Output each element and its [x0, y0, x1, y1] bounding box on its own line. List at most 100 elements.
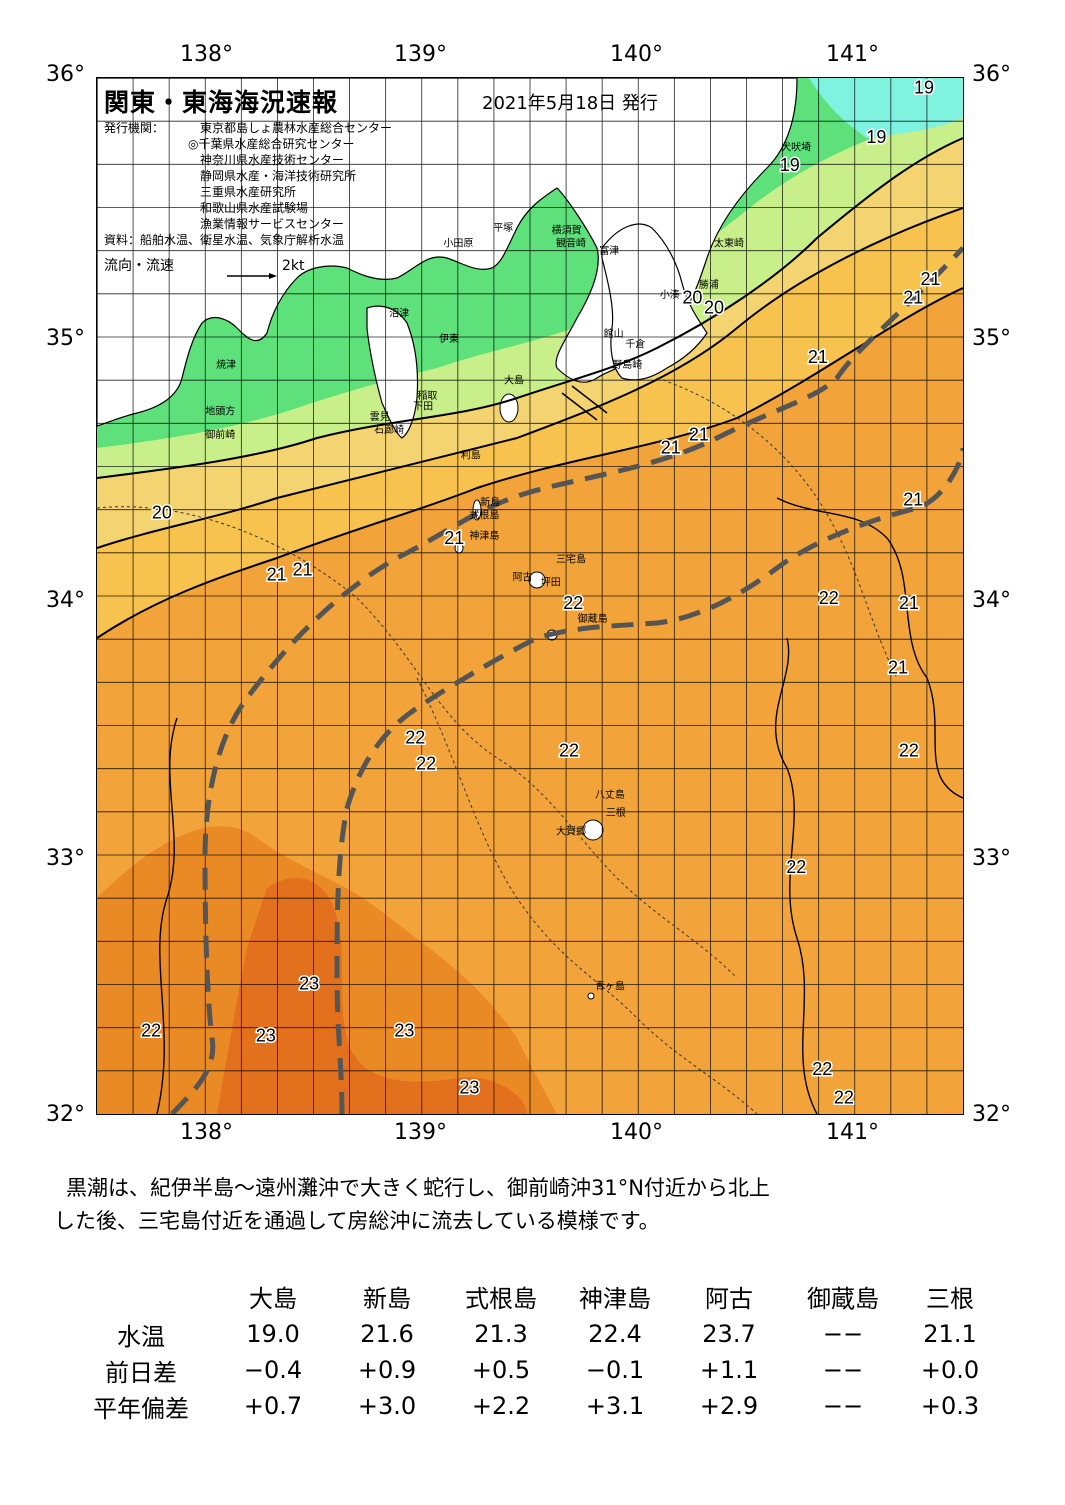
data-source: 資料：船舶水温、衛星水温、気象庁解析水温 — [104, 233, 345, 247]
table-cell: +2.2 — [471, 1392, 531, 1420]
sea-temperature-map: 犬吠埼 太東崎 勝浦 小湊 富津 横須賀 観音崎 平塚 小田原 館山 千倉 野島崎 沼津 伊東 大島 稲取 下田… — [96, 77, 964, 1115]
place-label: 御前崎 — [205, 428, 235, 441]
lon-label-138: 138° — [180, 42, 233, 67]
table-cell: 19.0 — [246, 1320, 300, 1348]
place-label: 御蔵島 — [578, 612, 608, 625]
place-label: 阿古 — [513, 570, 533, 583]
table-cell: −− — [822, 1320, 864, 1348]
temperature-label: 21 — [661, 438, 681, 458]
publisher-item: 神奈川県水産技術センター — [200, 153, 345, 167]
station-header: 神津島 — [579, 1284, 651, 1313]
place-label: 地頭方 — [205, 405, 235, 418]
temperature-label: 21 — [444, 528, 464, 548]
table-cell: −− — [822, 1356, 864, 1384]
table-header-row: 大島 新島 式根島 神津島 阿古 御蔵島 三根 — [66, 1276, 1000, 1316]
summary-line-2: した後、三宅島付近を通過して房総沖に流去している模様です。 — [54, 1209, 660, 1233]
place-label: 伊東 — [439, 332, 459, 345]
table-corner — [66, 1276, 216, 1316]
isotherm-line — [776, 497, 963, 799]
place-label: 観音崎 — [556, 236, 586, 249]
table-row: 平年偏差 +0.7 +3.0 +2.2 +3.1 +2.9 −− +0.3 — [66, 1388, 1000, 1424]
temperature-label: 22 — [834, 1088, 854, 1108]
legend-speed-label: 2kt — [282, 258, 305, 274]
place-label: 小湊 — [660, 288, 680, 301]
table-cell: 21.3 — [474, 1320, 528, 1348]
table-cell: 21.1 — [923, 1320, 977, 1348]
temperature-label: 23 — [256, 1025, 276, 1045]
table-cell: +3.1 — [585, 1392, 645, 1420]
depth-contour — [97, 506, 738, 979]
lat-label-36: 36° — [46, 62, 85, 87]
temperature-label: 19 — [914, 78, 934, 98]
land-boso — [601, 223, 708, 381]
flow-arrow — [561, 392, 598, 421]
temperature-label: 20 — [704, 298, 724, 318]
publisher-item: 三重県水産研究所 — [200, 185, 297, 199]
isotherm-line — [156, 717, 178, 1114]
island-aogashima — [587, 992, 595, 1000]
temperature-label: 21 — [903, 287, 923, 307]
temperature-label: 21 — [903, 489, 923, 509]
station-header: 大島 — [249, 1284, 297, 1313]
place-label: 平塚 — [493, 222, 513, 234]
lon-label-140-bottom: 140° — [610, 1120, 663, 1145]
map-title: 関東・東海海況速報 — [104, 88, 339, 117]
temperature-label: 19 — [780, 155, 800, 175]
temperature-label: 22 — [812, 1059, 832, 1079]
temperature-label: 21 — [689, 425, 709, 445]
station-header: 式根島 — [465, 1284, 537, 1313]
place-label: 三宅島 — [556, 552, 586, 565]
lon-label-140: 140° — [610, 42, 663, 67]
legend-flow-label: 流向・流速 — [104, 258, 174, 274]
temperature-label: 22 — [141, 1020, 161, 1040]
temperature-label: 21 — [808, 347, 828, 367]
table-cell: −− — [822, 1392, 864, 1420]
temperature-label: 21 — [899, 593, 919, 613]
place-label: 八丈島 — [595, 788, 625, 801]
place-label: 富津 — [599, 244, 619, 257]
publisher-label: 発行機関： — [104, 121, 165, 135]
place-label: 新島 — [480, 495, 500, 508]
place-label: 太東崎 — [714, 236, 744, 249]
kuroshio-axis-south — [334, 447, 963, 1114]
table-cell: +0.7 — [243, 1392, 303, 1420]
island-hachijojima — [582, 819, 604, 841]
isotherm-line — [774, 637, 818, 1114]
table-cell: −0.4 — [243, 1356, 303, 1384]
temperature-label: 21 — [921, 269, 941, 289]
station-header: 阿古 — [705, 1284, 753, 1313]
lat-label-35: 35° — [46, 326, 85, 351]
lon-label-141-bottom: 141° — [826, 1120, 879, 1145]
temperature-label: 22 — [899, 741, 919, 761]
table-cell: −0.1 — [585, 1356, 645, 1384]
place-label: 利島 — [461, 449, 481, 462]
isotherm-line — [97, 137, 963, 479]
row-label: 水温 — [117, 1322, 165, 1351]
isotherm-line — [97, 207, 963, 549]
station-temperature-table: 大島 新島 式根島 神津島 阿古 御蔵島 三根 水温 19.0 21.6 21.… — [66, 1276, 1000, 1424]
table-cell: 21.6 — [360, 1320, 414, 1348]
place-label: 大島 — [504, 374, 524, 387]
temperature-label: 21 — [293, 559, 313, 579]
row-label: 平年偏差 — [93, 1394, 189, 1423]
place-label: 稲取 — [417, 390, 437, 402]
place-label: 館山 — [604, 327, 624, 340]
table-row: 水温 19.0 21.6 21.3 22.4 23.7 −− 21.1 — [66, 1316, 1000, 1352]
lat-lon-grid — [97, 78, 963, 1114]
place-label: 勝浦 — [699, 278, 719, 291]
temperature-label: 23 — [299, 974, 319, 994]
table-cell: 23.7 — [702, 1320, 756, 1348]
lon-label-138-bottom: 138° — [180, 1120, 233, 1145]
place-label: 焼津 — [216, 359, 236, 371]
lat-label-32: 32° — [46, 1102, 85, 1127]
place-label: 小田原 — [443, 237, 473, 249]
temperature-label: 20 — [152, 502, 172, 522]
lat-label-36-right: 36° — [972, 62, 1011, 87]
temperature-label: 19 — [866, 127, 886, 147]
kuroshio-axis-north — [170, 246, 963, 1114]
lat-label-34-right: 34° — [972, 588, 1011, 613]
issue-date: 2021年5月18日 発行 — [482, 93, 658, 114]
station-header: 新島 — [363, 1284, 411, 1313]
place-label: 青ヶ島 — [595, 980, 625, 993]
